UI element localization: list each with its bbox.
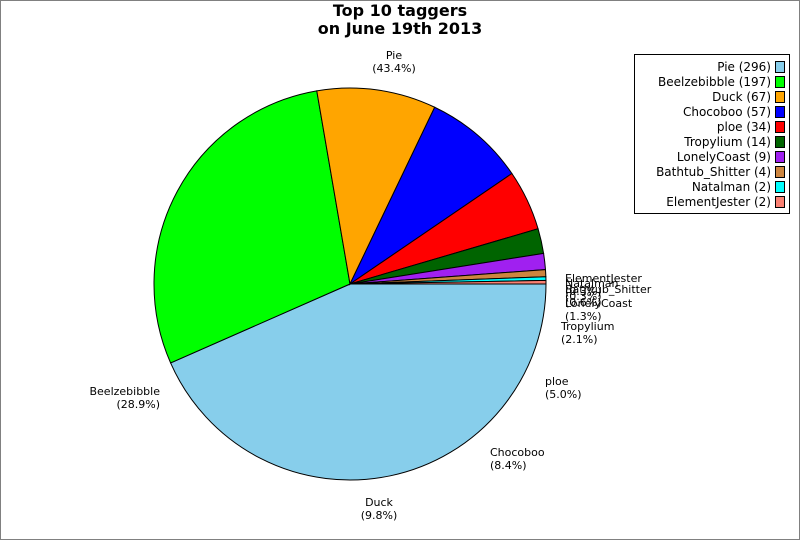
legend-item-pie: Pie (296): [717, 59, 785, 75]
legend-swatch: [775, 76, 785, 88]
chart-legend: Pie (296) Beelzebibble (197) Duck (67) Choc…: [634, 54, 790, 214]
legend-swatch: [775, 136, 785, 148]
legend-label: Natalman (2): [691, 180, 771, 194]
chart-title-line-1: Top 10 taggers: [332, 1, 468, 20]
chart-title: Top 10 taggers on June 19th 2013: [0, 2, 800, 38]
legend-label: ploe (34): [716, 120, 771, 134]
legend-label: ElementJester (2): [666, 195, 771, 209]
pie-slice-chocoboo: [348, 106, 513, 286]
pie-slice-elementjester: [349, 279, 547, 285]
legend-label: Bathtub_Shitter (4): [656, 165, 771, 179]
legend-item-duck: Duck (67): [712, 89, 785, 105]
slice-label-pie: Pie (43.4%): [372, 49, 416, 75]
legend-label: Duck (67): [712, 90, 771, 104]
legend-item-tropylium: Tropylium (14): [684, 134, 785, 150]
legend-item-natalman: Natalman (2): [692, 179, 785, 195]
legend-swatch: [775, 106, 785, 118]
legend-label: LonelyCoast (9): [676, 150, 771, 164]
legend-swatch: [775, 166, 785, 178]
legend-label: Chocoboo (57): [682, 105, 771, 119]
pie-slice-pie: [169, 283, 547, 481]
slice-label-chocoboo: Chocoboo (8.4%): [490, 446, 545, 472]
legend-label: Pie (296): [717, 60, 771, 74]
legend-label: Tropylium (14): [684, 135, 771, 149]
slice-label-beelzebibble: Beelzebibble (28.9%): [89, 385, 160, 411]
slice-label-elementjester: ElementJester (0.3%): [565, 272, 642, 298]
slice-label-natalman: Natalman (0.3%): [565, 277, 619, 303]
legend-item-beelzebibble: Beelzebibble (197): [658, 74, 785, 90]
pie-slice-beelzebibble: [153, 90, 351, 364]
chart-title-line-2: on June 19th 2013: [317, 19, 483, 38]
slice-label-ploe: ploe (5.0%): [545, 375, 582, 401]
slice-label-tropylium: Tropylium (2.1%): [560, 320, 614, 346]
legend-item-ploe: ploe (34): [717, 119, 785, 135]
legend-swatch: [775, 151, 785, 163]
legend-item-bathtub_shitter: Bathtub_Shitter (4): [656, 164, 785, 180]
legend-swatch: [775, 181, 785, 193]
slice-label-bathtub_shitter: Bathtub_Shitter (0.6%): [565, 283, 652, 309]
legend-item-chocoboo: Chocoboo (57): [683, 104, 785, 120]
slice-label-duck: Duck (9.8%): [361, 496, 398, 522]
legend-item-elementjester: ElementJester (2): [666, 194, 785, 210]
legend-swatch: [775, 196, 785, 208]
pie-slice-duck: [316, 87, 436, 286]
legend-swatch: [775, 61, 785, 73]
legend-swatch: [775, 121, 785, 133]
legend-swatch: [775, 91, 785, 103]
slice-label-lonelycoast: LonelyCoast (1.3%): [565, 297, 633, 323]
legend-label: Beelzebibble (197): [658, 75, 771, 89]
legend-item-lonelycoast: LonelyCoast (9): [677, 149, 785, 165]
